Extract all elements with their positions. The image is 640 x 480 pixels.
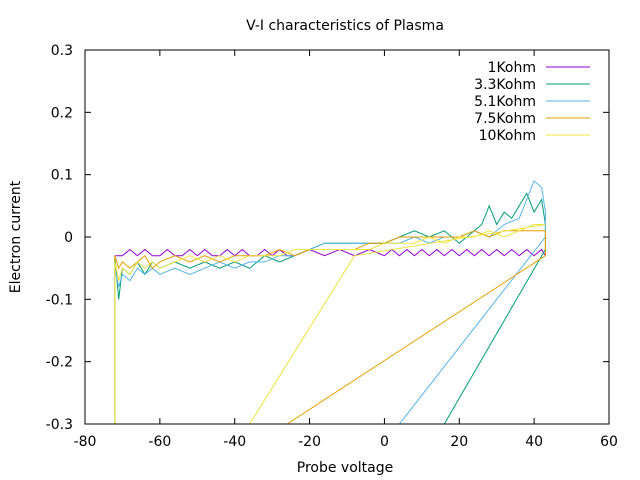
y-tick-label: -0.3 xyxy=(46,417,73,433)
legend-label: 10Kohm xyxy=(479,128,536,144)
axis-ticks: -80 -60 -40 -20 0 20 40 60 -0.3 -0.2 -0.1 0 0.1 0.2 0.… xyxy=(46,43,618,450)
x-tick-label: -20 xyxy=(298,434,321,450)
series-line-3-3kohm xyxy=(114,192,546,424)
y-tick-label: -0.1 xyxy=(46,292,73,308)
series-line-1kohm xyxy=(114,248,546,257)
y-tick-label: 0.1 xyxy=(51,168,73,184)
legend-label: 1Kohm xyxy=(488,60,536,76)
x-tick-label: -60 xyxy=(148,434,171,450)
x-tick-label: 20 xyxy=(450,434,468,450)
y-tick-label: -0.2 xyxy=(46,355,73,371)
y-tick-label: 0.3 xyxy=(51,43,73,59)
x-tick-label: 0 xyxy=(380,434,389,450)
x-tick-label: -40 xyxy=(223,434,246,450)
chart-title: V-I characteristics of Plasma xyxy=(246,18,444,34)
legend-label: 3.3Kohm xyxy=(474,77,536,93)
x-tick-label: -80 xyxy=(74,434,97,450)
x-tick-label: 40 xyxy=(525,434,543,450)
x-tick-label: 60 xyxy=(600,434,618,450)
series-line-10kohm xyxy=(114,224,546,424)
series-layer xyxy=(114,180,546,424)
y-axis-label: Electron current xyxy=(8,180,24,293)
legend-label: 7.5Kohm xyxy=(474,111,536,127)
series-line-5-1kohm xyxy=(114,180,546,424)
legend-label: 5.1Kohm xyxy=(474,94,536,110)
y-tick-label: 0.2 xyxy=(51,105,73,121)
y-tick-label: 0 xyxy=(64,230,73,246)
x-axis-label: Probe voltage xyxy=(297,460,393,476)
